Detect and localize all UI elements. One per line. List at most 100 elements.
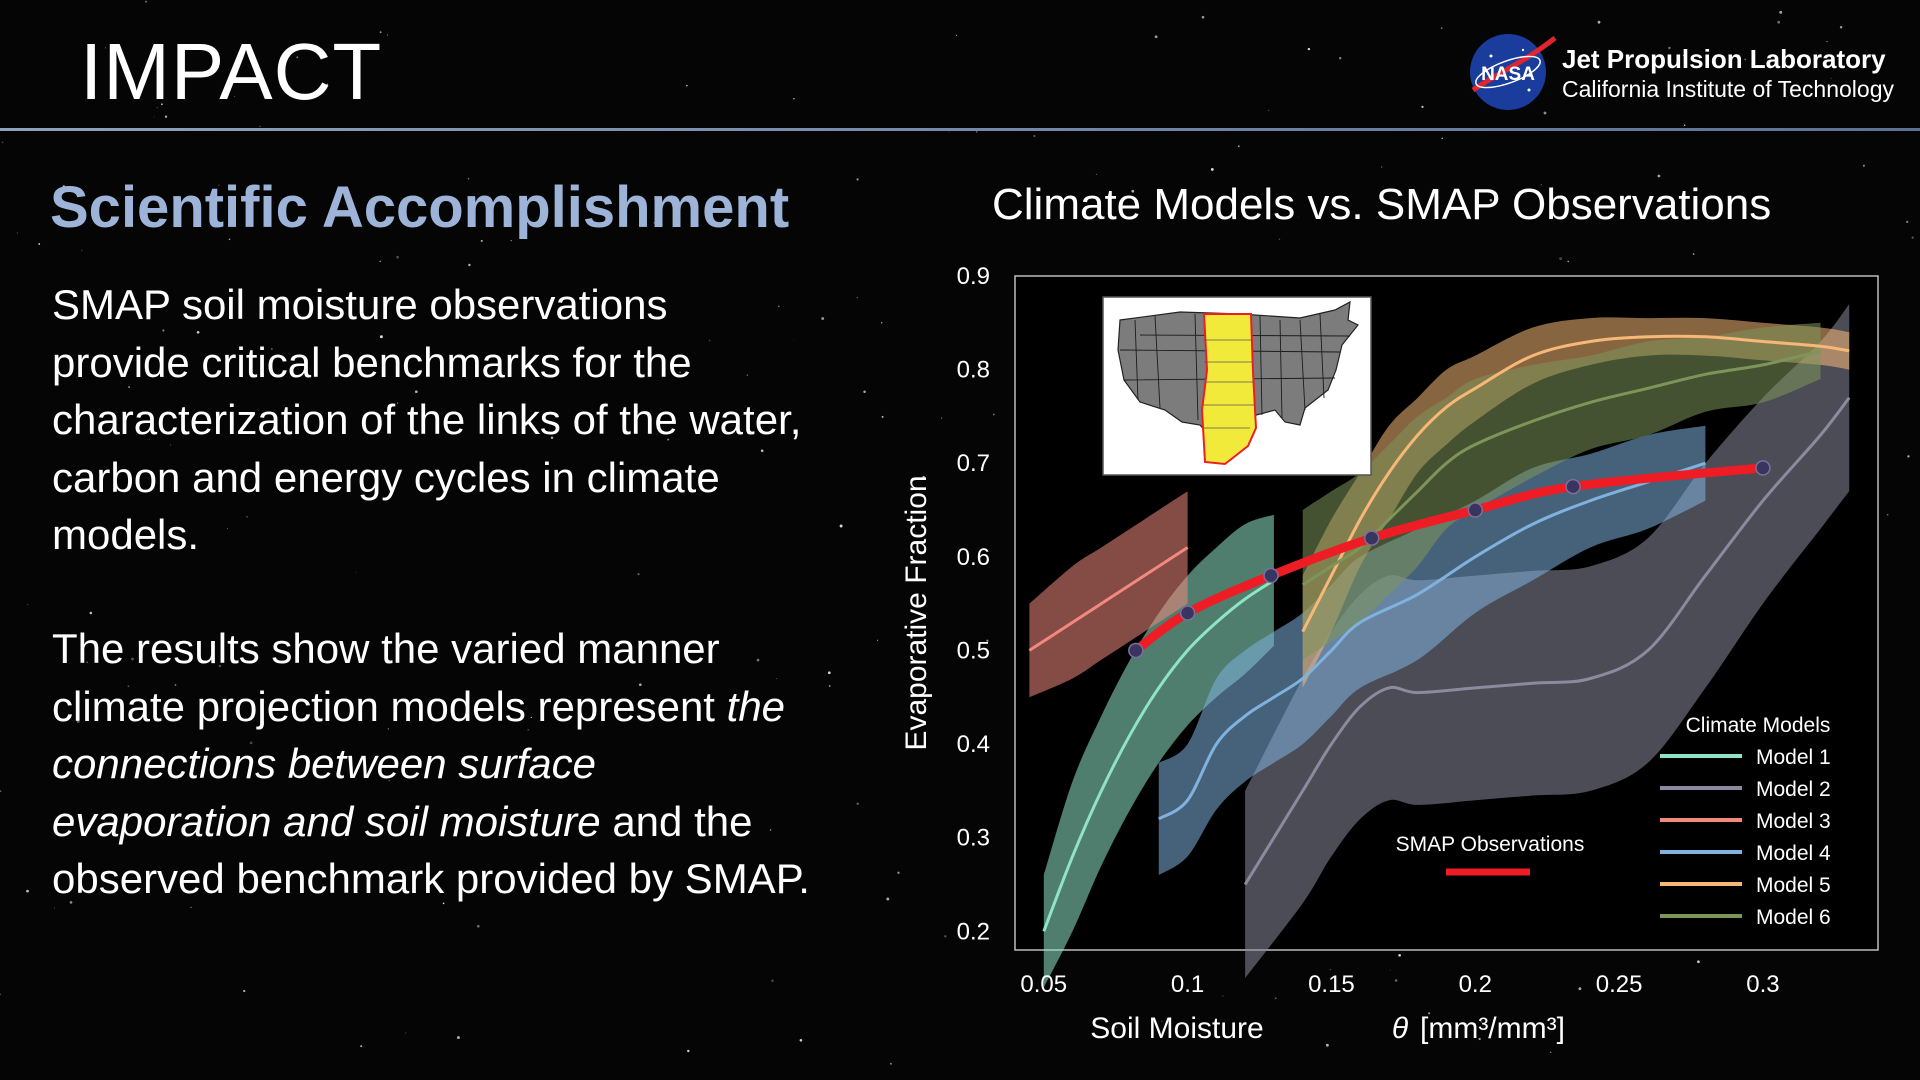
star [1222, 995, 1224, 997]
star [1779, 10, 1783, 14]
star [976, 131, 978, 133]
x-tick-label: 0.3 [1746, 971, 1779, 998]
star [228, 238, 231, 241]
paragraph-results: The results show the varied manner clima… [52, 620, 812, 908]
star [148, 438, 150, 440]
star [769, 829, 772, 831]
star [326, 83, 329, 86]
star [234, 95, 236, 97]
chart-title: Climate Models vs. SMAP Observations [992, 180, 1772, 229]
legend-label-model-2: Model 2 [1756, 778, 1831, 801]
star [638, 683, 642, 687]
star [296, 56, 299, 59]
x-axis-title: Soil Moisture [1090, 1012, 1263, 1045]
star [477, 924, 480, 928]
star [948, 131, 950, 133]
star [653, 221, 656, 224]
star [1567, 260, 1570, 263]
star [1033, 134, 1036, 138]
star [550, 436, 554, 439]
star [856, 297, 858, 299]
star [1095, 173, 1098, 176]
star [793, 339, 795, 340]
star [1550, 1051, 1552, 1053]
model-4-line [1157, 461, 1706, 821]
star [863, 390, 866, 394]
star [218, 184, 220, 186]
star [1441, 137, 1443, 140]
star [1697, 960, 1700, 964]
star [856, 802, 859, 805]
star [0, 790, 2, 792]
star [16, 232, 18, 234]
star [760, 449, 764, 453]
star [467, 177, 470, 180]
star [1559, 257, 1562, 260]
star [1394, 979, 1398, 982]
star [156, 107, 158, 109]
star [886, 897, 890, 901]
star [944, 935, 947, 938]
y-tick-label: 0.4 [957, 731, 990, 758]
model-6-line [1301, 349, 1821, 587]
smap-point-2 [1179, 605, 1196, 621]
x-tick-label: 0.1 [1171, 971, 1204, 998]
star [456, 1036, 460, 1040]
star [128, 386, 131, 389]
star [99, 477, 102, 480]
model-1-band [1043, 514, 1274, 988]
star [1307, 47, 1311, 51]
star [606, 647, 609, 650]
star [1428, 1012, 1431, 1015]
nasa-emblem-text: NASA [1481, 64, 1535, 85]
star [1540, 184, 1542, 186]
star [941, 417, 943, 419]
star [776, 678, 778, 679]
star [827, 671, 831, 675]
star [530, 716, 532, 719]
star [686, 84, 688, 87]
star [1911, 236, 1914, 239]
star [164, 115, 168, 118]
model-1-line [1042, 578, 1275, 932]
y-tick-label: 0.6 [957, 544, 990, 571]
star [1907, 455, 1910, 458]
great-plains-highlight [1200, 313, 1258, 466]
star [890, 1062, 892, 1065]
star [259, 125, 261, 128]
star [1440, 27, 1443, 29]
star [1597, 20, 1601, 24]
y-tick-label: 0.9 [957, 263, 990, 290]
star [379, 31, 382, 34]
legend-title: Climate Models [1686, 714, 1831, 737]
star [828, 684, 831, 687]
star [757, 201, 760, 204]
star [1830, 77, 1832, 79]
star [405, 1032, 407, 1034]
x-tick-label: 0.2 [1459, 971, 1492, 998]
star [771, 979, 774, 983]
star [955, 34, 958, 36]
star [897, 871, 900, 874]
smap-point-6 [1565, 478, 1581, 495]
y-tick-label: 0.2 [957, 918, 990, 945]
nasa-logo-icon: NASA [1470, 34, 1557, 110]
smap-line [1131, 463, 1768, 655]
star [746, 374, 749, 376]
star [232, 218, 235, 221]
star [174, 684, 177, 686]
star [196, 330, 200, 334]
us-map-inset [1102, 296, 1372, 476]
star [793, 98, 795, 100]
star [480, 239, 483, 242]
star [1489, 199, 1493, 202]
model-6-band [1302, 322, 1821, 660]
star [1839, 25, 1843, 29]
star [756, 658, 760, 662]
legend-label-model-5: Model 5 [1756, 874, 1831, 897]
section-heading: Scientific Accomplishment [50, 175, 790, 240]
star [1274, 997, 1277, 1000]
star [360, 1045, 363, 1048]
star [397, 402, 399, 404]
star [778, 305, 780, 308]
